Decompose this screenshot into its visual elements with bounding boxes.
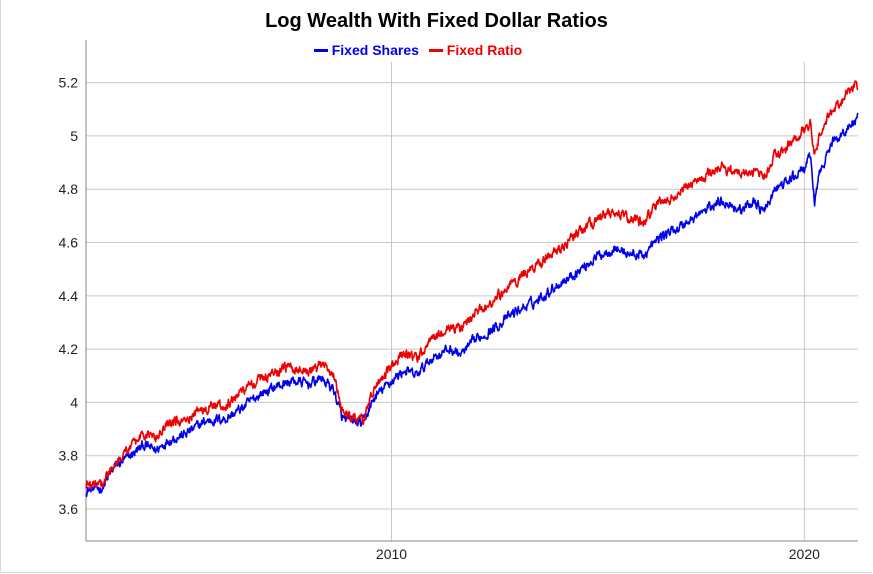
series-line-fixed-ratio	[85, 80, 859, 490]
axes	[85, 40, 858, 542]
y-tick-label-7: 5	[70, 128, 78, 144]
x-tick-label-1: 2020	[789, 546, 820, 562]
legend-swatch-fixed-ratio	[428, 48, 443, 52]
legend-swatch-fixed-shares	[313, 48, 328, 52]
legend-label-fixed-shares: Fixed Shares	[331, 42, 419, 58]
y-tick-label-0: 3.6	[59, 501, 79, 517]
chart-title: Log Wealth With Fixed Dollar Ratios	[265, 10, 608, 32]
legend-item-fixed-shares[interactable]: Fixed Shares	[313, 42, 419, 58]
legend-item-fixed-ratio[interactable]: Fixed Ratio	[428, 42, 523, 58]
legend-label-fixed-ratio: Fixed Ratio	[446, 42, 523, 58]
y-tick-label-5: 4.6	[59, 235, 79, 251]
y-tick-label-6: 4.8	[59, 181, 79, 197]
y-tick-label-8: 5.2	[59, 75, 79, 91]
y-tick-label-1: 3.8	[59, 448, 79, 464]
y-tick-label-2: 4	[70, 394, 78, 410]
series-line-fixed-shares	[85, 112, 859, 498]
x-tick-label-0: 2010	[376, 546, 407, 562]
y-tick-label-3: 4.2	[59, 341, 79, 357]
y-tick-label-4: 4.4	[59, 288, 79, 304]
tick-labels: 3.6 3.8 4 4.2 4.4 4.6 4.8 5 5.2 2010 2020	[59, 75, 821, 562]
gridlines	[86, 62, 858, 541]
series-lines	[85, 80, 859, 498]
chart-legend: Fixed Shares Fixed Ratio	[0, 42, 836, 58]
